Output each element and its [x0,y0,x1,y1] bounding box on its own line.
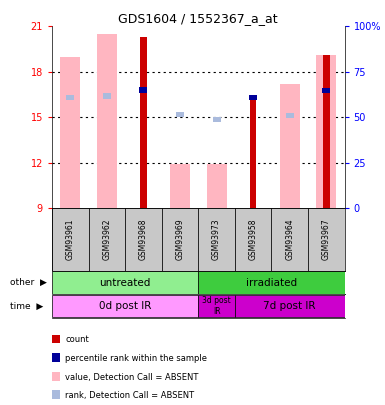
Text: other  ▶: other ▶ [10,278,47,287]
Text: rank, Detection Call = ABSENT: rank, Detection Call = ABSENT [65,391,194,400]
Text: GSM93969: GSM93969 [176,219,184,260]
Bar [97,34,117,208]
Text: GSM93962: GSM93962 [102,219,111,260]
Text: count: count [65,335,89,344]
Text: time  ▶: time ▶ [10,302,43,311]
Bar [213,117,221,122]
Bar [52,295,198,318]
Text: 0d post IR: 0d post IR [99,301,151,311]
Bar [206,164,227,208]
Bar [280,84,300,208]
Bar [308,208,345,271]
Bar [52,271,198,294]
Bar [52,208,89,271]
Text: GSM93967: GSM93967 [322,219,331,260]
Bar [60,57,80,208]
Text: value, Detection Call = ABSENT: value, Detection Call = ABSENT [65,373,199,382]
Text: irradiated: irradiated [246,278,297,288]
Bar [235,208,271,271]
Bar [176,111,184,117]
Text: GSM93964: GSM93964 [285,219,294,260]
Bar [323,55,330,208]
Bar [198,271,345,294]
Title: GDS1604 / 1552367_a_at: GDS1604 / 1552367_a_at [119,12,278,25]
Bar [271,208,308,271]
Bar [103,94,111,99]
Bar [198,208,235,271]
Bar [139,87,147,93]
Text: 7d post IR: 7d post IR [263,301,316,311]
Bar [125,208,162,271]
Text: GSM93958: GSM93958 [249,219,258,260]
Text: untreated: untreated [99,278,151,288]
Text: percentile rank within the sample: percentile rank within the sample [65,354,208,363]
Bar [249,95,257,100]
Bar [170,164,190,208]
Bar [66,95,74,100]
Text: GSM93973: GSM93973 [212,219,221,260]
Text: GSM93961: GSM93961 [66,219,75,260]
Bar [198,295,235,318]
Bar [322,88,330,94]
Bar [250,98,256,208]
Bar [286,113,294,118]
Bar [235,295,345,318]
Bar [89,208,125,271]
Text: GSM93968: GSM93968 [139,219,148,260]
Text: 3d post
IR: 3d post IR [202,296,231,316]
Bar [140,37,147,208]
Bar [162,208,198,271]
Bar [316,55,336,208]
